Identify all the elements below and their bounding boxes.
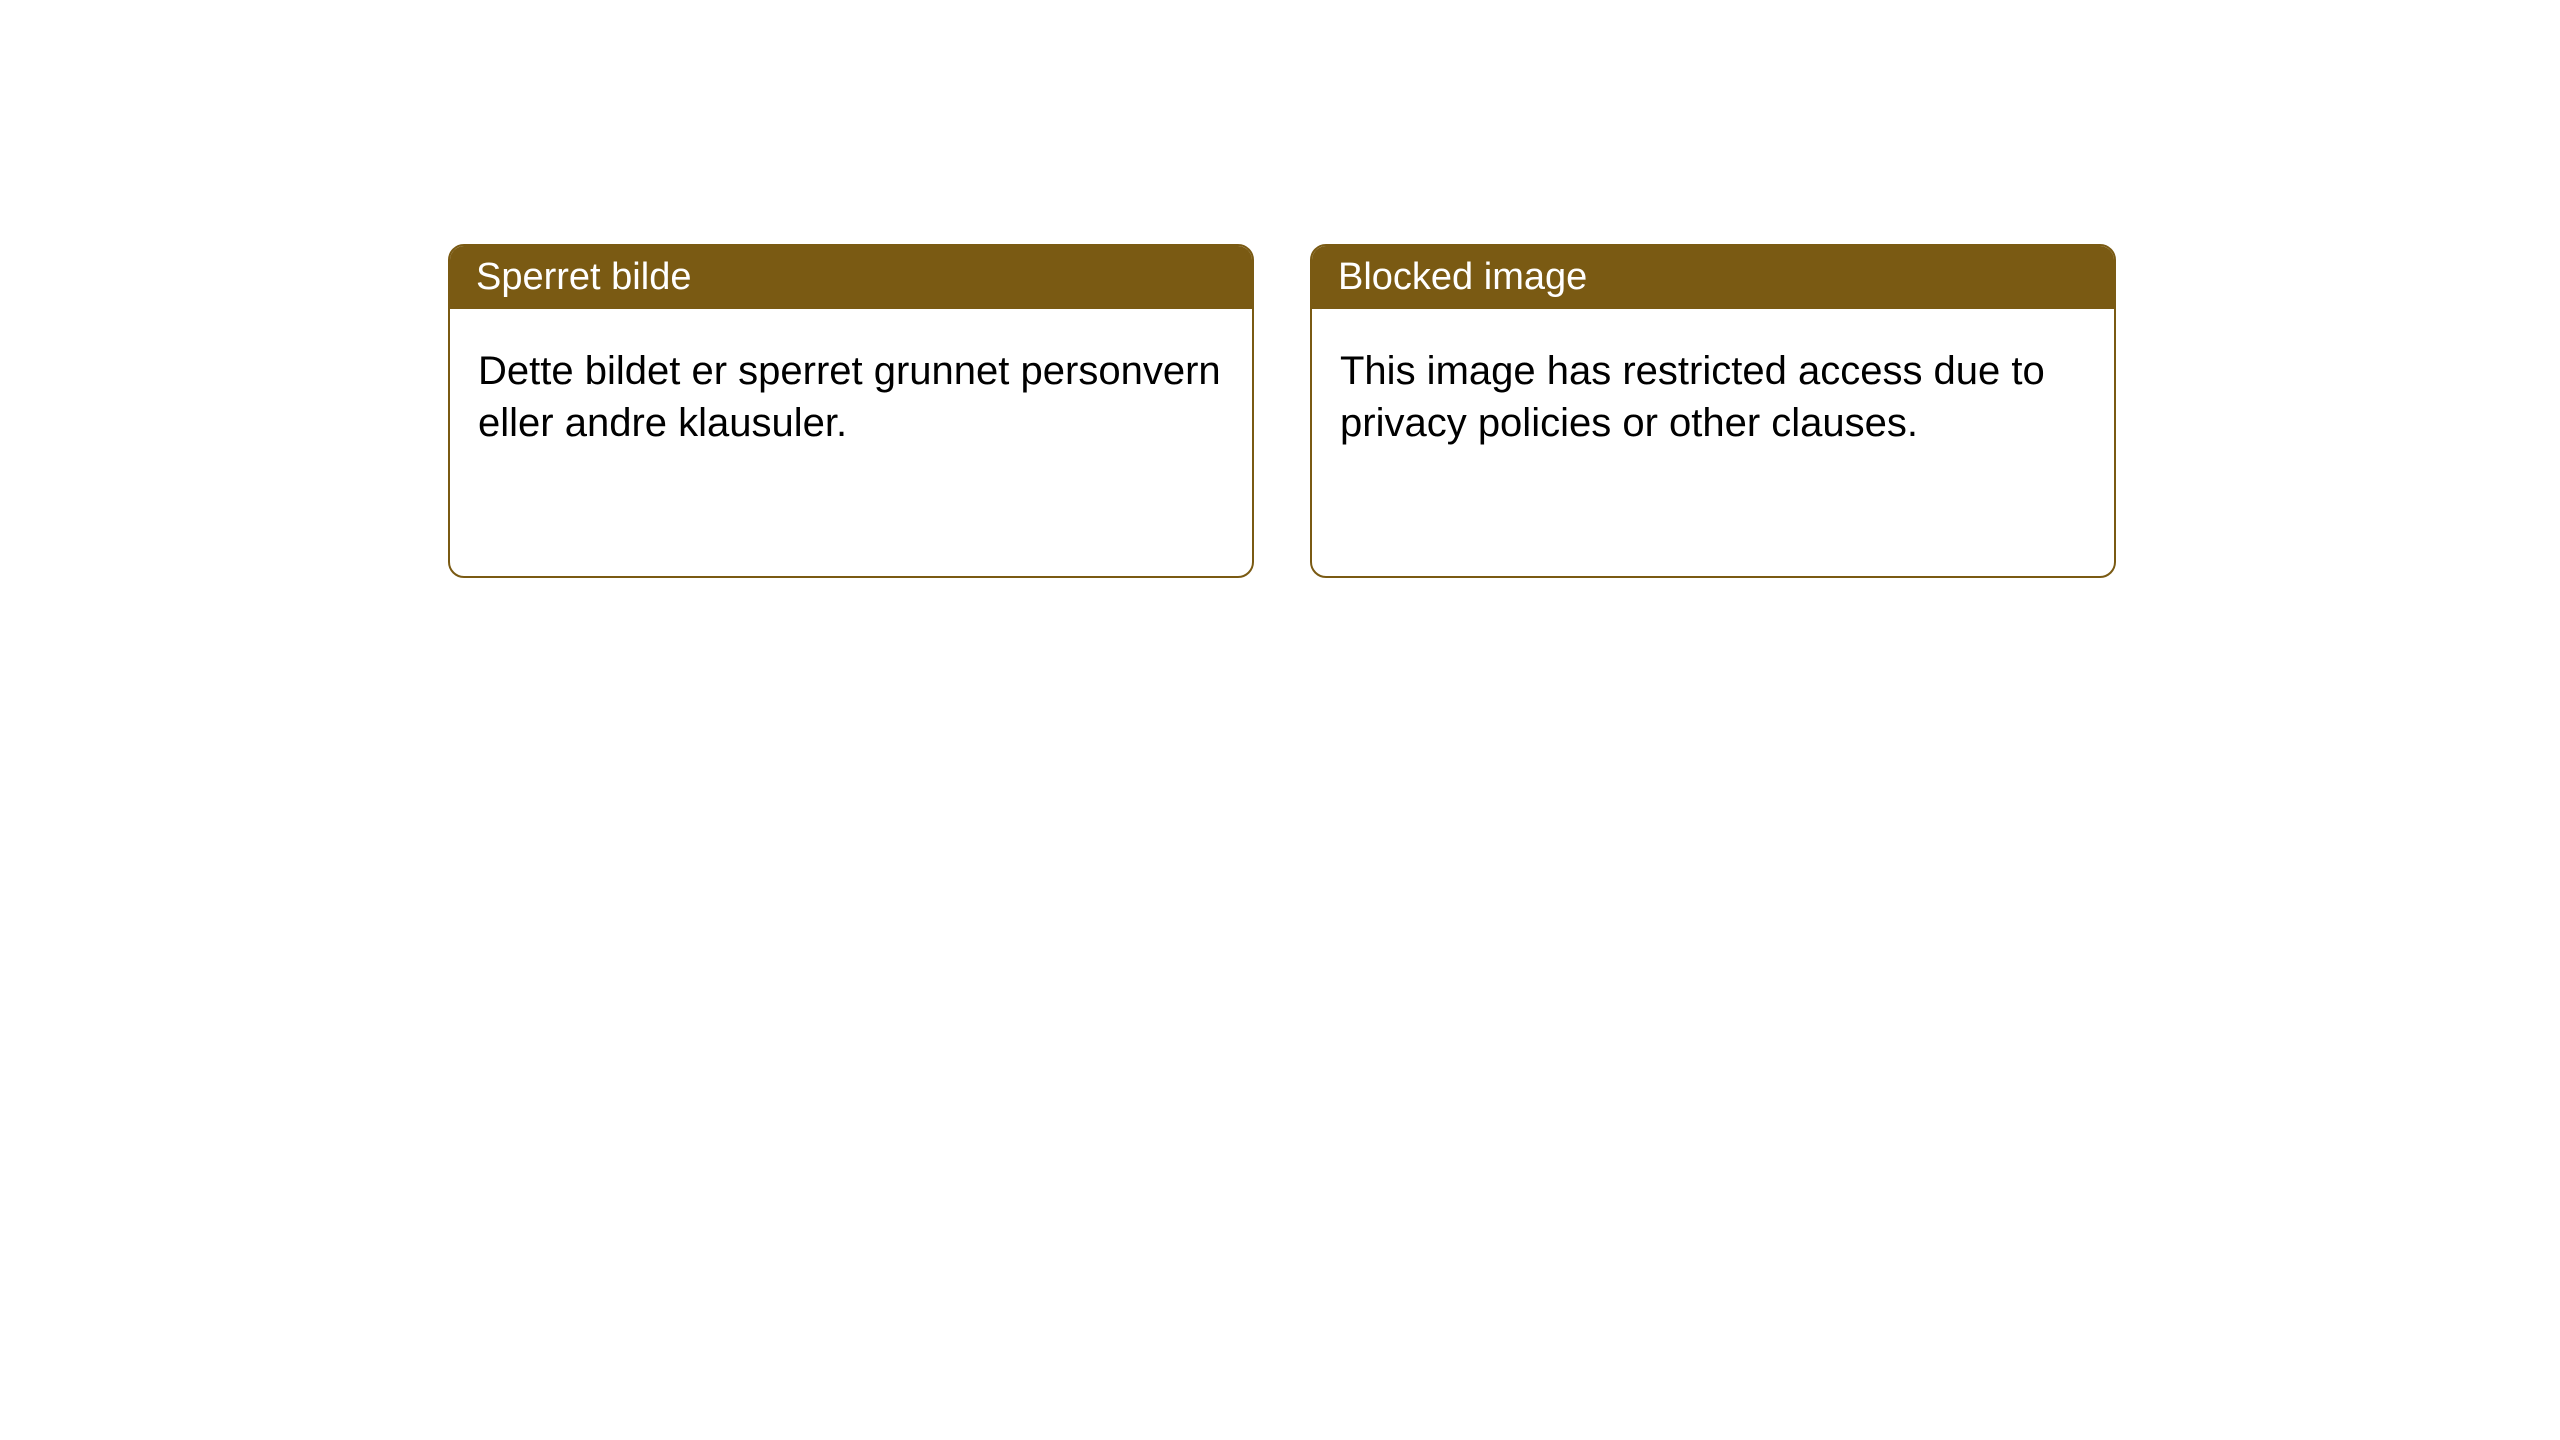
notice-card-english: Blocked image This image has restricted … [1310, 244, 2116, 578]
notice-card-norwegian: Sperret bilde Dette bildet er sperret gr… [448, 244, 1254, 578]
notice-header: Sperret bilde [450, 246, 1252, 309]
notice-container: Sperret bilde Dette bildet er sperret gr… [448, 244, 2116, 578]
notice-header: Blocked image [1312, 246, 2114, 309]
notice-body: Dette bildet er sperret grunnet personve… [450, 309, 1252, 576]
notice-body: This image has restricted access due to … [1312, 309, 2114, 576]
